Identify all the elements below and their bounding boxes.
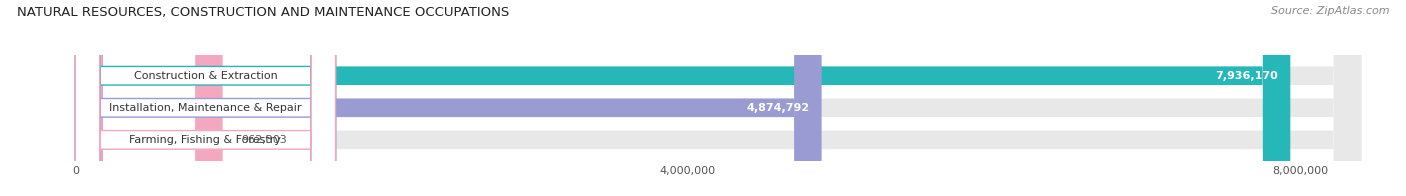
- Text: NATURAL RESOURCES, CONSTRUCTION AND MAINTENANCE OCCUPATIONS: NATURAL RESOURCES, CONSTRUCTION AND MAIN…: [17, 6, 509, 19]
- FancyBboxPatch shape: [76, 0, 1361, 196]
- FancyBboxPatch shape: [76, 0, 336, 196]
- Text: 7,936,170: 7,936,170: [1215, 71, 1278, 81]
- Text: Installation, Maintenance & Repair: Installation, Maintenance & Repair: [110, 103, 302, 113]
- Text: 4,874,792: 4,874,792: [747, 103, 810, 113]
- Text: Construction & Extraction: Construction & Extraction: [134, 71, 277, 81]
- FancyBboxPatch shape: [76, 0, 222, 196]
- FancyBboxPatch shape: [76, 0, 1361, 196]
- Text: Source: ZipAtlas.com: Source: ZipAtlas.com: [1271, 6, 1389, 16]
- Text: 962,303: 962,303: [240, 135, 287, 145]
- FancyBboxPatch shape: [76, 0, 1291, 196]
- FancyBboxPatch shape: [76, 0, 336, 196]
- FancyBboxPatch shape: [76, 0, 336, 196]
- FancyBboxPatch shape: [76, 0, 821, 196]
- FancyBboxPatch shape: [76, 0, 1361, 196]
- Text: Farming, Fishing & Forestry: Farming, Fishing & Forestry: [129, 135, 281, 145]
